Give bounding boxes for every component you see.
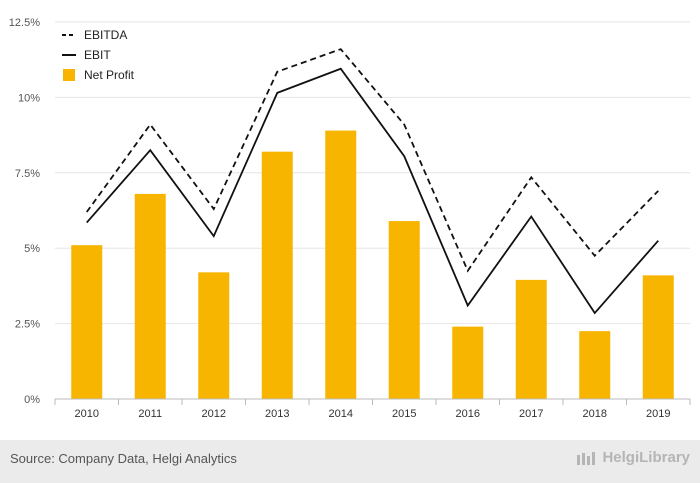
x-axis: 2010 2011 2012 2013 2014 2015 2016 2017 2018 2019 <box>54 398 691 420</box>
bar-series <box>71 130 674 400</box>
y-axis: 0% 2.5% 5% 7.5% 10% 12.5% <box>9 17 40 406</box>
bar-net-profit <box>261 151 293 399</box>
x-tick-label: 2016 <box>456 408 480 420</box>
y-tick-label: 2.5% <box>15 319 40 331</box>
bar-net-profit <box>579 331 611 399</box>
x-tick-label: 2011 <box>138 408 162 420</box>
bar-net-profit <box>452 326 484 399</box>
bar-net-profit <box>71 245 103 399</box>
line-ebitda <box>86 48 659 273</box>
source-note: Source: Company Data, Helgi Analytics <box>10 451 237 466</box>
bar-net-profit <box>325 130 357 400</box>
legend: EBITDA EBIT Net Profit <box>62 28 135 82</box>
bar-net-profit <box>134 193 166 399</box>
y-tick-label: 12.5% <box>9 17 40 29</box>
brand-name: HelgiLibrary <box>602 449 690 466</box>
x-tick-label: 2017 <box>519 408 543 420</box>
line-ebit <box>86 67 659 315</box>
legend-label: EBITDA <box>84 28 127 42</box>
bar-net-profit <box>198 272 230 399</box>
y-tick-label: 7.5% <box>15 168 40 180</box>
chart: 0%2.5%5%7.5%10%12.5% 2010 2011 2012 2013 201… <box>9 17 691 420</box>
y-tick-label: 0% <box>24 394 40 406</box>
x-tick-label: 2018 <box>583 408 607 420</box>
y-tick-label: 5% <box>24 243 40 255</box>
x-tick-label: 2014 <box>329 408 353 420</box>
bar-net-profit <box>515 279 547 399</box>
x-tick-label: 2015 <box>392 408 416 420</box>
line-series <box>86 48 659 315</box>
x-tick-label: 2012 <box>202 408 226 420</box>
x-tick-label: 2010 <box>75 408 99 420</box>
library-icon <box>577 451 596 465</box>
bar-net-profit <box>388 221 420 399</box>
legend-label: EBIT <box>84 48 111 62</box>
footer: Source: Company Data, Helgi Analytics He… <box>0 440 700 483</box>
y-tick-label: 10% <box>18 92 40 104</box>
legend-swatch <box>63 69 75 81</box>
x-tick-label: 2019 <box>646 408 670 420</box>
bar-net-profit <box>642 275 674 399</box>
brand-logo: HelgiLibrary <box>576 449 690 466</box>
legend-label: Net Profit <box>84 68 135 82</box>
x-tick-label: 2013 <box>265 408 289 420</box>
